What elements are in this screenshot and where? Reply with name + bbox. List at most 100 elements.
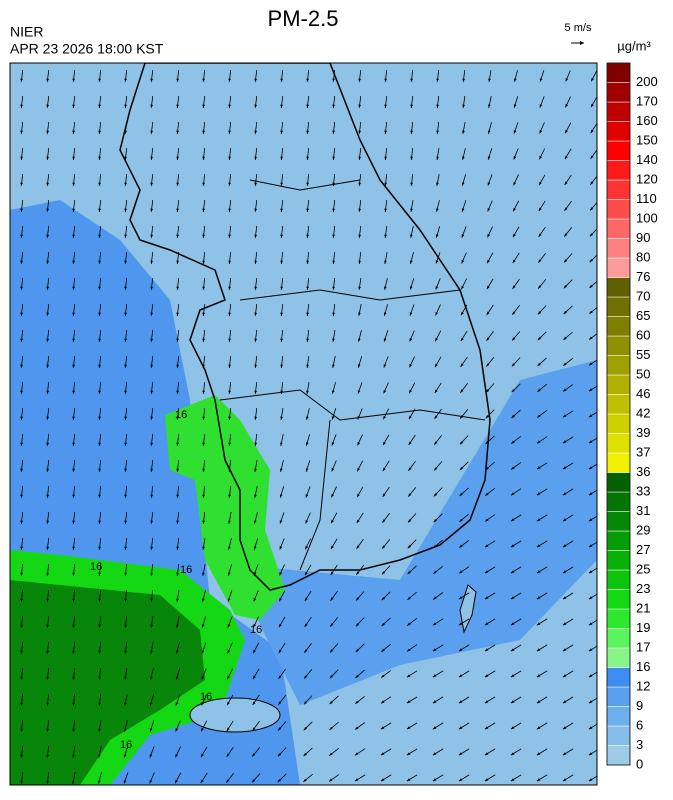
legend-swatch — [606, 608, 631, 629]
wind-arrow-head — [434, 415, 438, 419]
wind-arrow-head — [124, 442, 128, 446]
wind-arrow-head — [486, 311, 490, 315]
wind-arrow-head — [228, 130, 232, 134]
wind-arrow-head — [458, 700, 463, 704]
wind-arrow-head — [536, 752, 541, 756]
wind-arrow-head — [537, 362, 541, 367]
wind-arrow-head — [20, 416, 24, 420]
wind-arrow-head — [588, 596, 593, 600]
wind-arrow-head — [536, 778, 541, 782]
wind-arrow-head — [46, 234, 50, 238]
wind-arrow-head — [253, 546, 257, 550]
wind-arrow-head — [252, 727, 256, 731]
wind-arrow-head — [487, 259, 490, 264]
wind-arrow-head — [202, 78, 206, 82]
wind-arrow-head — [511, 440, 515, 444]
legend-swatch — [606, 725, 631, 746]
wind-arrow-head — [306, 390, 309, 394]
wind-arrow-head — [331, 468, 335, 472]
wind-arrow-head — [536, 544, 541, 548]
wind-arrow-head — [589, 310, 593, 314]
wind-arrow-head — [20, 364, 24, 368]
wind-arrow-head — [149, 728, 153, 732]
wind-arrow-head — [72, 78, 76, 82]
wind-arrow-head — [303, 752, 307, 757]
legend-label: 55 — [636, 347, 650, 362]
wind-arrow-head — [280, 286, 284, 290]
legend-label: 9 — [636, 698, 643, 713]
wind-arrow-head — [381, 622, 385, 627]
wind-arrow-head — [20, 260, 24, 264]
wind-arrow-head — [150, 182, 154, 186]
wind-arrow-head — [46, 260, 50, 264]
wind-arrow-head — [280, 234, 284, 238]
wind-arrow-head — [176, 234, 180, 238]
legend-label: 23 — [636, 581, 650, 596]
wind-arrow-head — [124, 130, 128, 134]
wind-arrow-head — [330, 545, 334, 550]
wind-arrow-head — [149, 779, 153, 784]
wind-arrow-head — [46, 520, 50, 524]
wind-reference: 5 m/s — [565, 22, 592, 34]
wind-arrow-head — [330, 649, 334, 653]
wind-arrow-head — [538, 285, 542, 289]
wind-arrow-head — [150, 234, 154, 238]
wind-arrow-head — [590, 181, 594, 185]
wind-arrow-head — [435, 286, 439, 290]
wind-arrow-head — [124, 546, 128, 550]
legend-label: 46 — [636, 386, 650, 401]
wind-arrow-head — [201, 676, 205, 680]
wind-arrow-head — [46, 494, 50, 498]
wind-arrow-head — [306, 208, 310, 212]
wind-arrow-head — [461, 311, 464, 316]
wind-arrow-head — [176, 312, 180, 316]
wind-arrow-head — [280, 364, 284, 368]
wind-arrow-head — [354, 752, 359, 756]
wind-arrow-head — [460, 363, 464, 367]
wind-arrow-head — [176, 208, 180, 212]
wind-arrow-head — [72, 754, 75, 758]
wind-arrow-head — [124, 520, 128, 524]
wind-arrow-head — [332, 182, 336, 186]
wind-arrow-head — [176, 182, 180, 186]
wind-arrow-head — [357, 441, 361, 446]
wind-arrow-head — [382, 493, 386, 497]
wind-arrow-head — [562, 414, 567, 418]
wind-arrow-head — [303, 778, 307, 782]
wind-arrow-head — [201, 701, 205, 706]
wind-arrow-head — [459, 518, 463, 522]
wind-arrow-head — [175, 779, 178, 784]
wind-arrow-head — [381, 700, 385, 704]
wind-arrow-head — [176, 286, 180, 290]
wind-arrow-head — [72, 598, 76, 602]
legend-swatch — [606, 550, 631, 571]
legend-swatch — [606, 218, 631, 239]
wind-arrow-head — [485, 518, 489, 522]
wind-arrow-head — [72, 728, 76, 732]
wind-arrow-head — [565, 103, 569, 108]
wind-arrow-head — [384, 208, 388, 212]
wind-arrow-head — [46, 676, 50, 680]
wind-arrow-head — [330, 623, 334, 627]
wind-arrow-head — [305, 519, 309, 524]
wind-arrow-head — [355, 674, 359, 678]
wind-arrow-head — [46, 468, 50, 472]
wind-arrow-head — [458, 726, 463, 730]
wind-arrow-head — [589, 284, 593, 288]
wind-arrow-head — [124, 182, 128, 186]
wind-arrow-head — [254, 78, 258, 82]
wind-arrow-head — [562, 544, 567, 548]
wind-arrow-head — [20, 468, 24, 472]
wind-arrow-head — [201, 650, 205, 654]
wind-arrow-head — [306, 78, 310, 82]
wind-arrow-head — [410, 130, 414, 134]
wind-arrow-head — [252, 675, 256, 680]
wind-arrow-head — [150, 260, 154, 264]
legend-unit: µg/m³ — [617, 38, 651, 53]
legend-swatch — [606, 413, 631, 434]
wind-arrow-head — [565, 129, 568, 134]
wind-arrow-head — [280, 312, 284, 316]
wind-arrow-head — [484, 570, 489, 574]
colorbar-frame — [606, 62, 631, 766]
legend-label: 160 — [636, 113, 658, 128]
